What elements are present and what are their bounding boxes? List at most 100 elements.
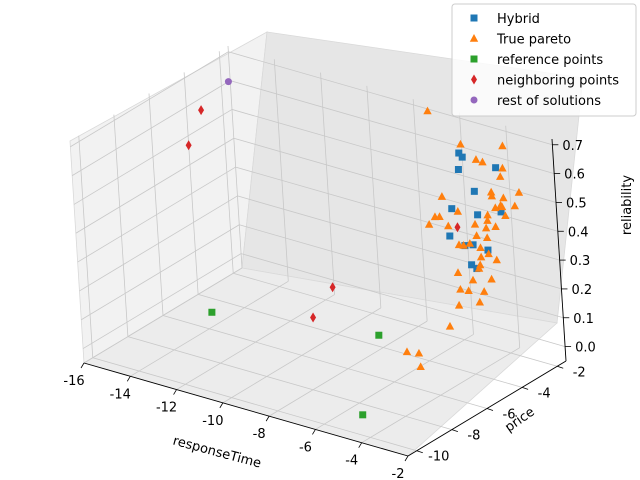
legend-label: neighboring points bbox=[497, 74, 619, 89]
data-point bbox=[483, 216, 492, 224]
gridline-z-back bbox=[228, 51, 553, 146]
data-point bbox=[469, 241, 477, 249]
data-point bbox=[456, 139, 465, 148]
legend-marker bbox=[470, 55, 478, 63]
gridline-y-side bbox=[183, 72, 199, 295]
data-point bbox=[487, 274, 496, 283]
data-point bbox=[444, 221, 453, 230]
legend-box bbox=[451, 3, 637, 117]
tick-labels: -16 -14 -12 -10 -8 -6 -4 -2 -10 -8 -6 -4 -2 0.0 0.1 0.2… bbox=[63, 139, 595, 480]
data-point bbox=[499, 193, 508, 202]
data-point bbox=[455, 149, 463, 157]
data-point bbox=[497, 208, 505, 216]
gridline-y-floor bbox=[162, 315, 488, 409]
legend-item: True pareto bbox=[469, 33, 571, 48]
data-point bbox=[514, 188, 524, 196]
data-point bbox=[481, 223, 491, 232]
y-tick-label: -2 bbox=[573, 365, 586, 380]
z-tick-label: 0.4 bbox=[568, 225, 589, 240]
x-tick-label: -4 bbox=[345, 454, 358, 469]
gridline-y-side bbox=[148, 93, 164, 316]
data-point bbox=[329, 282, 336, 293]
data-point bbox=[491, 222, 500, 230]
z-tick-label: 0.3 bbox=[570, 254, 591, 269]
data-point bbox=[482, 233, 492, 242]
data-point bbox=[476, 252, 486, 261]
data-point bbox=[375, 331, 383, 339]
data-point bbox=[472, 231, 481, 239]
data-point bbox=[456, 284, 465, 293]
data-point bbox=[510, 201, 519, 210]
legend-marker bbox=[470, 14, 478, 22]
gridline-y-side bbox=[113, 114, 129, 337]
gridline-z-back bbox=[235, 166, 560, 261]
x-axis-line bbox=[83, 362, 409, 457]
data-point bbox=[310, 312, 317, 323]
data-point bbox=[464, 286, 473, 295]
gridline-z-side bbox=[70, 51, 229, 148]
z-tick-label: 0.7 bbox=[562, 139, 583, 154]
data-point bbox=[448, 205, 456, 213]
data-point bbox=[484, 249, 493, 258]
data-point bbox=[496, 172, 505, 180]
data-point bbox=[474, 211, 482, 219]
x-tick-label: -12 bbox=[156, 401, 177, 416]
data-point bbox=[359, 411, 367, 419]
gridline-z-back bbox=[231, 109, 557, 203]
data-point bbox=[470, 219, 480, 228]
data-point bbox=[446, 232, 454, 240]
data-point bbox=[454, 166, 462, 174]
data-point bbox=[416, 362, 425, 371]
x-axis-label: responseTime bbox=[171, 434, 263, 472]
y-tick-mark bbox=[521, 387, 529, 390]
gridline-z-side bbox=[71, 80, 231, 176]
legend-label: reference points bbox=[497, 53, 603, 68]
series-reference-points bbox=[208, 308, 383, 419]
data-point bbox=[454, 300, 464, 309]
data-point bbox=[470, 187, 478, 195]
gridline-z-side bbox=[73, 109, 233, 205]
gridline-z-side bbox=[75, 137, 235, 234]
data-point bbox=[445, 321, 455, 330]
x-tick-label: -2 bbox=[392, 467, 405, 480]
gridline-z-side bbox=[82, 253, 242, 349]
series-neighboring-points bbox=[185, 105, 461, 323]
legend-label: True pareto bbox=[496, 33, 571, 48]
y-tick-label: -10 bbox=[428, 450, 449, 465]
data-point bbox=[475, 297, 485, 306]
legend-marker bbox=[469, 34, 479, 42]
y-tick-mark bbox=[486, 408, 494, 411]
x-tick-mark bbox=[126, 376, 131, 382]
data-point bbox=[478, 157, 487, 166]
data-point bbox=[453, 268, 463, 276]
x-tick-label: -6 bbox=[299, 440, 312, 455]
gridline-z-back bbox=[230, 80, 555, 174]
gridline-y-floor bbox=[127, 336, 452, 430]
legend-label: Hybrid bbox=[497, 12, 540, 27]
data-point bbox=[501, 211, 510, 220]
gridline-y-side bbox=[218, 51, 234, 274]
gridline-x-back bbox=[366, 85, 382, 308]
gridline-x-back bbox=[459, 112, 474, 335]
gridline-x-back bbox=[273, 59, 289, 282]
data-point bbox=[483, 210, 492, 219]
data-point bbox=[208, 308, 216, 316]
z-axis-line bbox=[551, 138, 567, 362]
y-tick-mark bbox=[557, 365, 564, 369]
x-tick-label: -10 bbox=[202, 414, 223, 429]
legend: Hybrid True pareto reference points neighbo… bbox=[451, 3, 637, 117]
data-points bbox=[185, 78, 524, 419]
data-point bbox=[402, 347, 412, 356]
y-tick-mark bbox=[416, 450, 423, 454]
gridline-z-back bbox=[239, 224, 564, 319]
series-true-pareto bbox=[402, 106, 524, 371]
data-point bbox=[476, 243, 485, 252]
data-point bbox=[458, 153, 466, 161]
gridline-y-floor bbox=[233, 272, 558, 367]
data-point bbox=[498, 163, 507, 172]
x-tick-mark bbox=[219, 402, 224, 409]
legend-item: Hybrid bbox=[470, 12, 540, 27]
data-point bbox=[471, 155, 481, 163]
z-tick-label: 0.5 bbox=[566, 196, 587, 211]
data-point bbox=[198, 105, 205, 116]
